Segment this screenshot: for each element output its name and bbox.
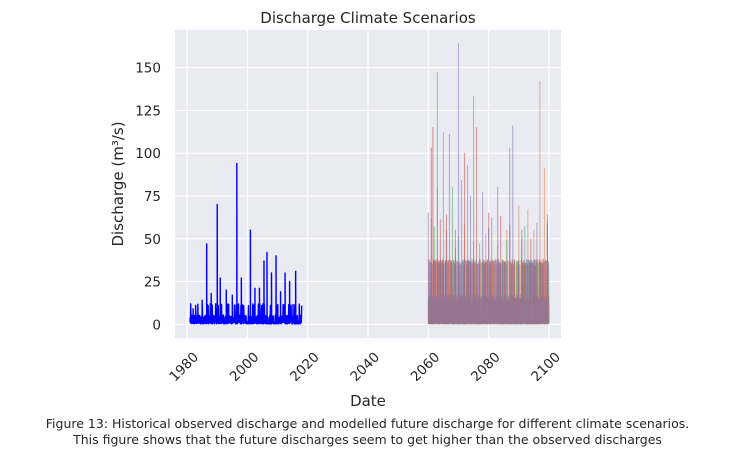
x-tick-label: 1980 (166, 349, 202, 385)
series-line-5 (427, 43, 550, 325)
x-tick-label: 2080 (468, 349, 504, 385)
x-tick-label: 2060 (408, 349, 444, 385)
y-tick-label: 0 (152, 317, 161, 333)
figure-caption: Figure 13: Historical observed discharge… (0, 416, 735, 448)
caption-line-1: Figure 13: Historical observed discharge… (45, 416, 690, 431)
y-tick-label: 50 (144, 232, 161, 248)
y-tick-label: 100 (135, 146, 161, 162)
y-tick-label: 25 (144, 275, 161, 291)
y-tick-label: 150 (135, 61, 161, 77)
y-tick-label: 75 (144, 189, 161, 205)
x-axis-label: Date (350, 392, 386, 410)
chart: 1980 2000 2020 2040 2060 2080 2100 0 25 50 75 100 12… (109, 9, 564, 410)
grid (175, 30, 561, 338)
series-line-1 (189, 162, 303, 325)
x-tick-label: 2000 (227, 349, 263, 385)
series-layer (189, 43, 550, 325)
x-tick-label: 2100 (528, 349, 564, 385)
caption-line-2: This figure shows that the future discha… (73, 432, 662, 447)
chart-title: Discharge Climate Scenarios (260, 9, 476, 27)
y-axis-label: Discharge (m³/s) (109, 121, 127, 246)
x-tick-label: 2020 (287, 349, 323, 385)
y-tick-label: 125 (135, 103, 161, 119)
x-tick-label: 2040 (347, 349, 383, 385)
